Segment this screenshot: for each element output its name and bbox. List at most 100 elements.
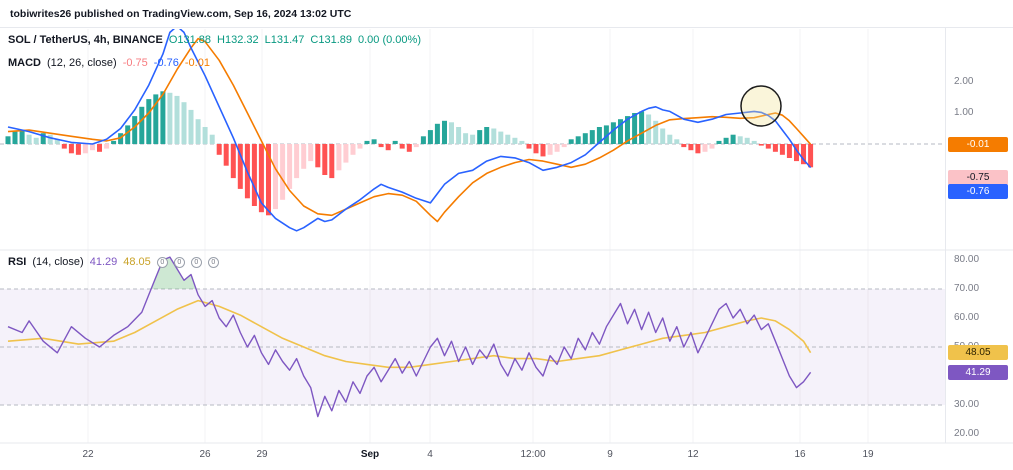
macd-histogram-bar (540, 144, 546, 157)
macd-histogram-bar (554, 144, 560, 152)
macd-histogram-bar (82, 144, 88, 154)
macd-histogram-bar (61, 144, 67, 149)
macd-histogram-bar (808, 144, 814, 168)
macd-histogram-bar (737, 136, 743, 145)
macd-histogram-bar (97, 144, 102, 152)
macd-histogram-bar (632, 113, 638, 144)
price-badge: -0.75 (948, 169, 1008, 185)
macd-histogram-bar (639, 111, 645, 144)
rsi-line (7, 256, 812, 418)
ohlc-low: L131.47 (264, 34, 305, 46)
macd-histogram-bar (90, 144, 95, 151)
macd-histogram-bar (702, 144, 708, 152)
time-axis-label: 12 (687, 449, 699, 460)
macd-histogram-bar (519, 140, 525, 144)
macd-histogram-bar (364, 140, 370, 144)
macd-histogram-bar (716, 140, 722, 144)
macd-histogram-bar (456, 127, 462, 145)
macd-histogram-bar (378, 144, 384, 148)
macd-histogram-bar (786, 144, 792, 158)
time-axis[interactable]: 22 26 29 Sep 4 12:00 9 12 16 19 (0, 443, 945, 470)
macd-histogram-bar (582, 133, 588, 144)
time-axis-label: 22 (82, 449, 94, 460)
price-scale[interactable]: 2.001.0080.0070.0060.0050.0040.0030.0020… (945, 28, 1013, 443)
ohlc-close: C131.89 (310, 34, 352, 46)
rsi-setting-circle: 0 (190, 256, 202, 268)
macd-histogram-bar (744, 137, 750, 144)
attribution-text: tobiwrites26 published on TradingView.co… (10, 7, 352, 20)
time-axis-label: 12:00 (520, 449, 546, 460)
macd-histogram-bar (681, 144, 687, 148)
macd-histogram-bar (5, 136, 11, 145)
macd-histogram-bar (315, 144, 321, 168)
price-change: 0.00 (0.00%) (358, 34, 421, 46)
macd-histogram-bar (477, 130, 483, 145)
circle-annotation[interactable] (740, 85, 782, 127)
macd-line (7, 29, 812, 232)
macd-histogram-bar (484, 127, 490, 145)
macd-histogram-bar (491, 128, 497, 144)
macd-histogram-bar (160, 91, 166, 144)
ohlc-high: H132.32 (217, 34, 259, 46)
macd-histogram-bar (512, 137, 518, 144)
macd-histogram-bar (54, 139, 60, 144)
macd-histogram-bar (287, 144, 293, 189)
macd-histogram-bar (258, 144, 264, 213)
macd-histogram-bar (625, 116, 630, 144)
price-badge: -0.01 (948, 136, 1008, 152)
macd-legend[interactable]: MACD (12, 26, close) -0.75 -0.76 -0.01 (8, 57, 210, 69)
macd-histogram-bar (779, 144, 785, 155)
ohlc-open: O131.88 (168, 34, 212, 46)
rsi-legend[interactable]: RSI (14, close) 41.29 48.05 0 0 0 0 (8, 256, 219, 268)
macd-histogram-bar (223, 144, 229, 166)
macd-signal-line (7, 37, 812, 223)
rsi-params: (14, close) (32, 256, 84, 268)
macd-histogram-bar (420, 136, 426, 145)
price-scale-label: 80.00 (954, 254, 980, 265)
macd-histogram-bar (273, 144, 278, 210)
time-axis-label: Sep (360, 449, 380, 460)
price-badge: -0.76 (948, 184, 1008, 200)
macd-histogram-bar (385, 144, 391, 151)
macd-histogram-bar (181, 102, 187, 145)
macd-histogram-bar (442, 120, 447, 145)
symbol-legend[interactable]: SOL / TetherUS, 4h, BINANCE O131.88 H132… (8, 34, 421, 46)
macd-histogram-bar (695, 144, 701, 154)
macd-histogram-bar (449, 122, 454, 144)
macd-histogram-bar (230, 144, 236, 179)
macd-histogram-bar (618, 119, 623, 144)
macd-histogram-bar (237, 144, 243, 189)
macd-histogram-bar (251, 144, 257, 206)
rsi-setting-circle: 0 (156, 256, 168, 268)
macd-histogram-bar (596, 127, 602, 145)
macd-histogram-bar (399, 144, 405, 149)
macd-histogram-bar (589, 130, 595, 145)
macd-histogram-bar (505, 134, 511, 144)
price-badge: 48.05 (948, 345, 1008, 361)
rsi-setting-circle: 0 (207, 256, 219, 268)
macd-histogram-bar (75, 144, 81, 155)
macd-histogram-bar (343, 144, 349, 163)
macd-line-value: -0.76 (153, 57, 179, 69)
price-scale-label: 2.00 (954, 76, 974, 87)
macd-histogram-bar (40, 133, 46, 144)
time-axis-label: 29 (256, 449, 268, 460)
macd-histogram-bar (427, 130, 433, 145)
macd-histogram-bar (336, 144, 342, 171)
macd-histogram-bar (350, 144, 356, 155)
macd-histogram-bar (371, 139, 377, 144)
macd-histogram-bar (568, 139, 574, 144)
macd-histogram-bar (498, 131, 504, 144)
macd-histogram-bar (794, 144, 799, 162)
rsi-ma-value: 48.05 (123, 256, 151, 268)
macd-histogram-bar (104, 144, 110, 149)
macd-histogram-bar (301, 144, 307, 169)
rsi-value: 41.29 (89, 256, 118, 268)
macd-histogram-bar (653, 120, 659, 145)
rsi-title: RSI (8, 256, 27, 268)
macd-histogram-bar (47, 134, 53, 144)
macd-histogram-bar (125, 125, 131, 144)
macd-histogram-bar (294, 144, 300, 179)
macd-histogram-bar (280, 144, 286, 200)
